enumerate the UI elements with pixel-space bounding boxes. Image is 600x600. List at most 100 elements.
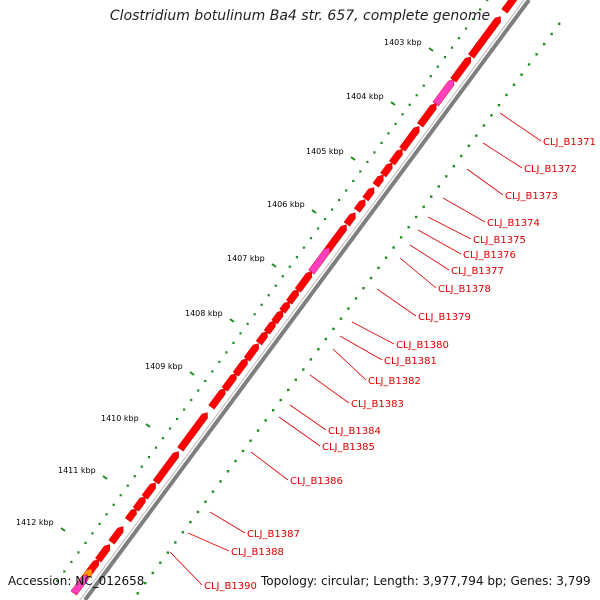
kbp-tick xyxy=(189,371,195,376)
kbp-tick xyxy=(271,263,277,268)
scale-dot xyxy=(535,53,538,56)
scale-dot xyxy=(324,337,328,341)
gene-label: CLJ_B1376 xyxy=(463,250,516,261)
gene-leader-line xyxy=(250,451,289,481)
inner-dot xyxy=(77,551,80,554)
inner-dot xyxy=(260,303,263,306)
gene-arrow xyxy=(467,16,501,59)
kbp-label: 1403 kbp xyxy=(384,38,422,47)
accession-label: Accession: NC_012658 xyxy=(8,574,145,588)
inner-dot xyxy=(253,313,256,316)
gene-leader-line xyxy=(332,348,367,381)
inner-dot xyxy=(112,503,115,506)
inner-dot xyxy=(338,198,341,202)
scale-dot xyxy=(369,276,373,280)
gene-leader-line xyxy=(351,321,395,345)
gene-arrow xyxy=(501,0,518,14)
scale-dot xyxy=(347,307,350,310)
scale-dot xyxy=(512,83,516,87)
kbp-tick xyxy=(229,318,235,323)
inner-dot xyxy=(366,160,369,164)
gene-arrow xyxy=(208,388,226,410)
scale-dot xyxy=(362,287,365,290)
scale-dot xyxy=(196,510,200,514)
inner-dot xyxy=(267,294,270,297)
inner-dot xyxy=(295,256,298,259)
inner-dot xyxy=(175,417,179,421)
inner-dot xyxy=(436,65,439,68)
inner-dot xyxy=(486,0,489,2)
gene-leader-line xyxy=(187,532,230,552)
scale-dot xyxy=(445,175,448,178)
kbp-tick xyxy=(390,101,396,106)
gene-leader-line xyxy=(427,216,472,240)
gene-arrow xyxy=(380,162,393,178)
inner-dot xyxy=(232,341,235,344)
gene-leader-line xyxy=(169,551,203,586)
gene-arrow xyxy=(255,331,268,346)
gene-arrow xyxy=(372,174,384,188)
scale-dot xyxy=(264,419,267,422)
inner-dot xyxy=(401,113,404,116)
inner-dot xyxy=(197,389,200,392)
scale-dot xyxy=(550,32,553,36)
scale-dot xyxy=(422,205,425,209)
genome-title: Clostridium botulinum Ba4 str. 657, comp… xyxy=(109,8,491,24)
gene-arrow xyxy=(416,103,437,128)
scale-dot xyxy=(542,42,546,46)
scale-dot xyxy=(309,358,313,361)
gene-label: CLJ_B1379 xyxy=(418,312,471,323)
inner-dot xyxy=(457,37,461,40)
scale-dot xyxy=(452,164,455,168)
kbp-tick xyxy=(428,47,434,52)
inner-dot xyxy=(225,351,228,354)
scale-dot xyxy=(234,459,237,463)
gene-label: CLJ_B1371 xyxy=(543,137,596,148)
scale-dot xyxy=(527,63,531,66)
scale-dot xyxy=(159,561,162,564)
inner-dot xyxy=(84,541,87,544)
gene-leader-line xyxy=(289,404,327,431)
scale-dot xyxy=(430,195,433,198)
kbp-label: 1405 kbp xyxy=(306,147,344,156)
scale-dot xyxy=(407,225,410,229)
scale-dot xyxy=(151,571,154,575)
kbp-label: 1412 kbp xyxy=(16,518,54,527)
inner-dot xyxy=(281,275,284,278)
inner-dot xyxy=(380,141,383,144)
gene-label: CLJ_B1390 xyxy=(204,581,257,592)
inner-dot xyxy=(408,103,411,106)
gene-arrow xyxy=(243,343,259,362)
inner-dot xyxy=(450,46,454,49)
inner-dot xyxy=(345,189,348,192)
scale-dot xyxy=(271,409,275,412)
inner-dot xyxy=(204,379,207,383)
scale-dot xyxy=(475,134,478,137)
gene-leader-line xyxy=(278,416,321,447)
scale-dot xyxy=(392,246,395,249)
inner-dot xyxy=(422,84,425,87)
inner-dot xyxy=(98,522,101,525)
inner-dot xyxy=(331,208,334,211)
inner-dot xyxy=(471,17,475,21)
scale-dot xyxy=(144,581,147,585)
scale-dot xyxy=(219,480,222,483)
kbp-tick xyxy=(60,527,66,532)
gene-label: CLJ_B1384 xyxy=(328,426,381,437)
scale-dot xyxy=(377,266,380,270)
kbp-tick xyxy=(102,475,108,480)
inner-dot xyxy=(387,132,390,135)
inner-dot xyxy=(239,332,242,335)
inner-dot xyxy=(302,246,306,249)
inner-dot xyxy=(56,579,59,583)
gene-arrow xyxy=(70,574,88,596)
inner-dot xyxy=(183,408,186,411)
scale-dot xyxy=(317,348,320,351)
gene-label: CLJ_B1385 xyxy=(322,442,375,453)
inner-dot xyxy=(359,170,362,173)
gene-leader-line xyxy=(409,244,450,271)
kbp-label: 1404 kbp xyxy=(346,92,384,101)
inner-dot xyxy=(91,532,94,535)
gene-leader-line xyxy=(466,168,504,196)
